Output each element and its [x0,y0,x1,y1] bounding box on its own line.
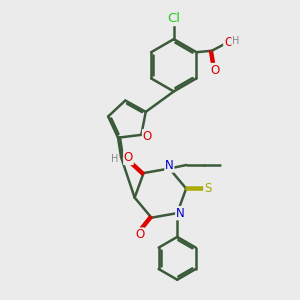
Text: O: O [142,130,152,143]
Text: Cl: Cl [167,12,180,26]
Text: S: S [204,182,211,195]
Text: O: O [224,36,233,49]
Text: O: O [135,228,144,241]
Text: H: H [232,36,239,46]
Text: O: O [124,152,133,164]
Text: H: H [111,154,118,164]
Text: N: N [176,207,184,220]
Text: N: N [165,159,174,172]
Text: O: O [210,64,220,76]
